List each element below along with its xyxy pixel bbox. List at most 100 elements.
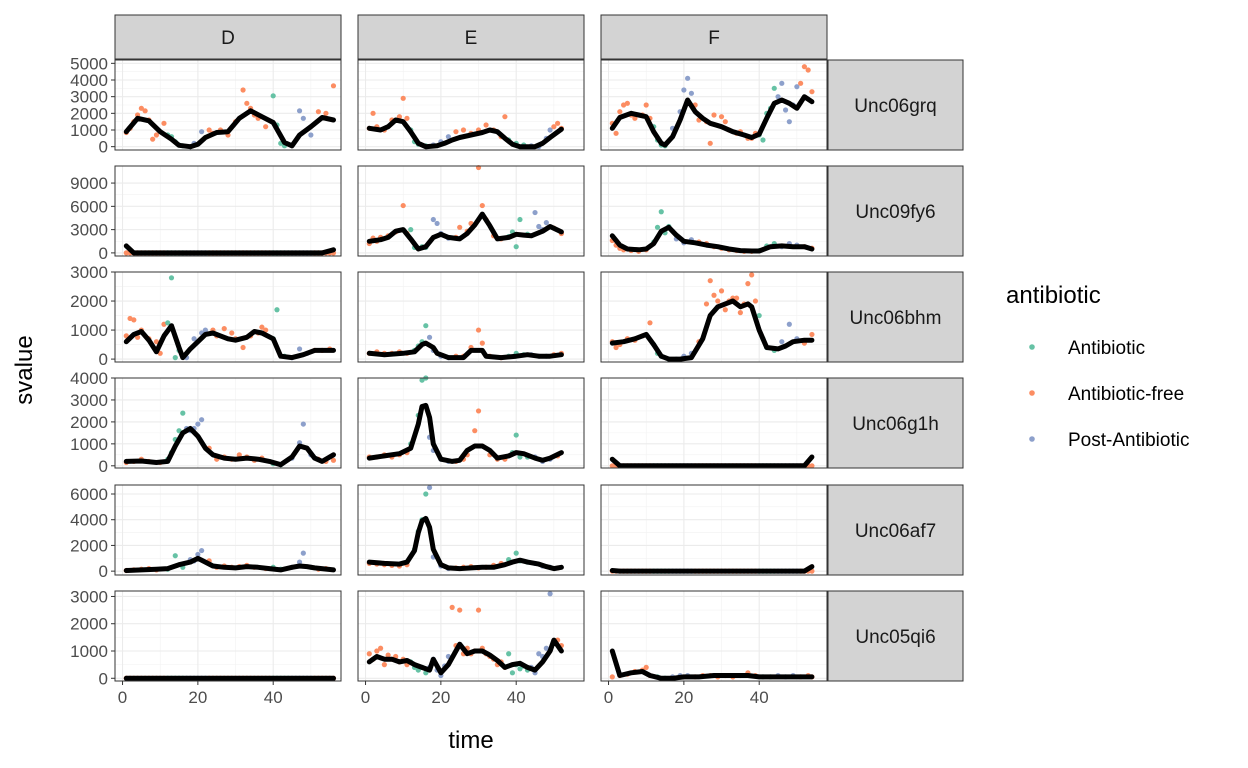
data-point: [240, 344, 246, 351]
smooth-line: [366, 637, 564, 676]
data-point: [760, 137, 766, 143]
data-point: [408, 227, 414, 233]
data-point: [195, 551, 201, 558]
data-point: [551, 124, 557, 130]
data-point: [506, 651, 512, 657]
data-point: [199, 547, 205, 554]
data-point: [798, 80, 804, 86]
panel-f-unc06bhm: [600, 271, 828, 363]
data-point: [460, 127, 467, 133]
data-point: [809, 331, 815, 338]
data-point: [434, 220, 440, 227]
data-point: [643, 664, 649, 670]
x-tick-label: 40: [507, 688, 526, 707]
panel-f-unc06af7: [600, 484, 828, 576]
panel-f-unc06g1h: [600, 377, 828, 469]
data-point: [543, 220, 549, 226]
y-tick-label: 0: [99, 350, 108, 369]
data-point: [330, 457, 337, 463]
data-point: [206, 127, 212, 133]
smooth-line: [366, 515, 564, 572]
data-point: [300, 115, 306, 121]
panel-d-unc09fy6: [114, 165, 342, 257]
data-point: [532, 209, 538, 216]
data-point: [165, 320, 171, 326]
facet-strip-label: Unc06grq: [854, 96, 936, 117]
data-point: [479, 202, 485, 209]
data-point: [613, 130, 619, 136]
y-tick-label: 2000: [70, 104, 108, 123]
data-point: [195, 421, 201, 427]
data-point: [315, 109, 321, 115]
data-point: [517, 666, 523, 672]
smooth-line: [609, 454, 815, 469]
facet-strip-label: Unc06g1h: [852, 414, 939, 435]
panel-border: [600, 271, 828, 363]
data-point: [475, 607, 482, 613]
data-point: [483, 122, 489, 128]
panel-border: [114, 377, 342, 469]
data-point: [782, 107, 789, 113]
gridlines: [115, 60, 341, 150]
data-point: [419, 377, 425, 383]
panel-border: [114, 484, 342, 576]
data-point: [794, 84, 800, 90]
data-point: [240, 87, 246, 93]
data-point: [801, 64, 808, 70]
panel-border: [357, 59, 585, 151]
data-point: [142, 108, 148, 114]
data-point: [711, 292, 717, 298]
data-point: [805, 67, 811, 73]
x-tick-label: 40: [264, 688, 283, 707]
data-point: [308, 132, 314, 138]
data-point: [123, 250, 129, 256]
data-point: [513, 550, 519, 556]
data-point: [296, 559, 303, 565]
y-tick-label: 3000: [70, 587, 108, 606]
legend-title: antibiotic: [1006, 282, 1101, 309]
data-point: [400, 202, 406, 209]
x-tick-label: 40: [750, 688, 769, 707]
data-point: [153, 339, 160, 345]
gridlines: [601, 166, 827, 256]
y-tick-label: 6000: [70, 197, 108, 216]
y-tick-label: 2000: [70, 292, 108, 311]
data-point: [547, 591, 553, 597]
smooth-line: [123, 108, 336, 150]
facet-strip-label: D: [221, 28, 235, 49]
data-point: [330, 83, 337, 89]
legend-item-post-antibiotic: Post-Antibiotic: [1029, 430, 1189, 451]
data-point: [779, 339, 785, 345]
y-tick-label: 1000: [70, 435, 108, 454]
smooth-line: [123, 243, 336, 256]
data-point: [809, 463, 815, 469]
data-point: [632, 115, 638, 121]
y-tick-label: 2000: [70, 615, 108, 634]
data-point: [426, 334, 433, 340]
panel-border: [357, 271, 585, 363]
data-point: [138, 105, 144, 111]
panel-d-unc06bhm: [114, 271, 342, 363]
data-point: [180, 410, 186, 416]
data-point: [168, 275, 175, 281]
data-point: [688, 90, 695, 96]
panel-e-unc05qi6: [357, 590, 585, 682]
data-point: [543, 645, 549, 651]
facet-strip-unc06af7: Unc06af7: [827, 484, 964, 576]
data-point: [475, 408, 482, 414]
data-point: [323, 110, 329, 116]
x-axis-d: 0 20 40: [118, 681, 283, 707]
smooth-line: [366, 211, 564, 252]
y-tick-label: 4000: [70, 71, 108, 90]
x-axis-e: 0 20 40: [361, 681, 526, 707]
data-point: [404, 115, 410, 121]
facet-strip-unc06bhm: Unc06bhm: [827, 271, 964, 363]
data-point: [457, 607, 463, 613]
y-tick-label: 4000: [70, 369, 108, 388]
data-point: [513, 244, 519, 250]
row-strips: Unc06grq Unc09fy6 Unc06bhm Unc06g1h Unc06af7…: [827, 59, 964, 682]
data-point: [457, 224, 463, 230]
legend-item-antibiotic-free: Antibiotic-free: [1029, 384, 1184, 405]
panel-e-unc06g1h: [357, 375, 585, 469]
y-tick-label: 9000: [70, 174, 108, 193]
